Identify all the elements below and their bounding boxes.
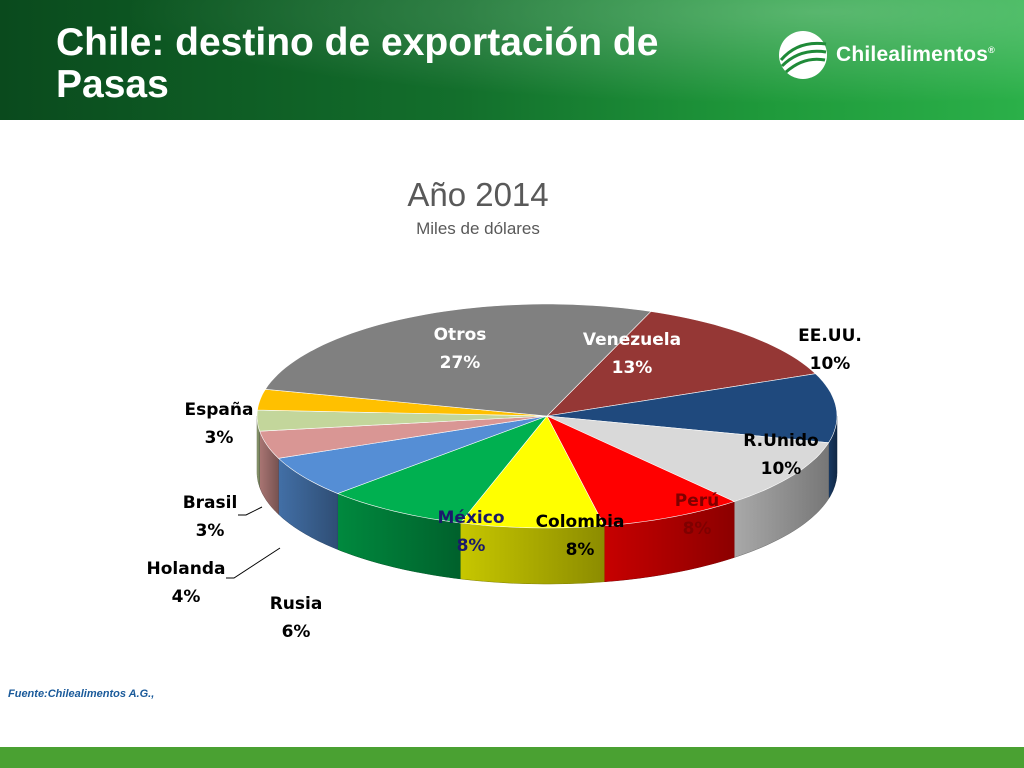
pie-slice-colombia xyxy=(459,415,605,529)
header-banner xyxy=(0,0,1024,120)
slice-label-otros: Otros xyxy=(434,325,487,345)
logo-text: Chilealimentos® xyxy=(836,43,996,66)
slice-value-ee-uu: 10% xyxy=(810,354,851,374)
slice-value-peru: 8% xyxy=(683,519,712,539)
slice-value-holanda: 4% xyxy=(172,587,201,607)
footer-bar xyxy=(0,747,1024,768)
slice-value-colombia: 8% xyxy=(566,540,595,560)
slice-label-peru: Perú xyxy=(675,491,719,511)
slice-value-r-unido: 10% xyxy=(761,459,802,479)
leader-line-brasil xyxy=(238,506,263,516)
slide-title: Chile: destino de exportación de Pasas xyxy=(56,21,659,106)
slice-label-mexico: México xyxy=(438,508,505,528)
slice-value-mexico: 8% xyxy=(457,536,486,556)
slice-label-holanda: Holanda xyxy=(147,559,226,579)
pie-slice-venezuela xyxy=(546,311,817,417)
slice-label-espana: España xyxy=(185,400,254,420)
chart-title: Año 2014 xyxy=(407,176,549,213)
slice-label-venezuela: Venezuela xyxy=(583,330,681,350)
slice-label-r-unido: R.Unido xyxy=(743,431,818,451)
pie-slice-brasil xyxy=(256,409,548,432)
pie-slice-rusia xyxy=(277,415,548,494)
pie-slice-peru xyxy=(546,415,736,527)
slice-label-ee-uu: EE.UU. xyxy=(798,326,862,346)
pie-slice-holanda xyxy=(259,415,548,459)
logo: Chilealimentos® xyxy=(778,30,995,80)
pie-slice-ee-uu xyxy=(546,373,838,444)
slice-value-espana: 3% xyxy=(205,428,234,448)
pie-slice-mexico xyxy=(336,415,548,524)
chart-subtitle: Miles de dólares xyxy=(416,219,540,238)
pie-slice-r-unido xyxy=(546,415,830,502)
slice-value-venezuela: 13% xyxy=(612,358,653,378)
source-note: Fuente:Chilealimentos A.G., xyxy=(8,688,155,700)
pie-slice-otros xyxy=(264,303,652,417)
leader-line-holanda xyxy=(226,547,281,579)
slice-value-brasil: 3% xyxy=(196,521,225,541)
slice-value-otros: 27% xyxy=(440,353,481,373)
registered-mark: ® xyxy=(988,45,996,55)
slice-label-brasil: Brasil xyxy=(183,493,238,513)
slice-label-colombia: Colombia xyxy=(536,512,625,532)
slice-label-rusia: Rusia xyxy=(270,594,323,614)
globe-swoosh-icon xyxy=(779,31,827,79)
slice-value-rusia: 6% xyxy=(282,622,311,642)
